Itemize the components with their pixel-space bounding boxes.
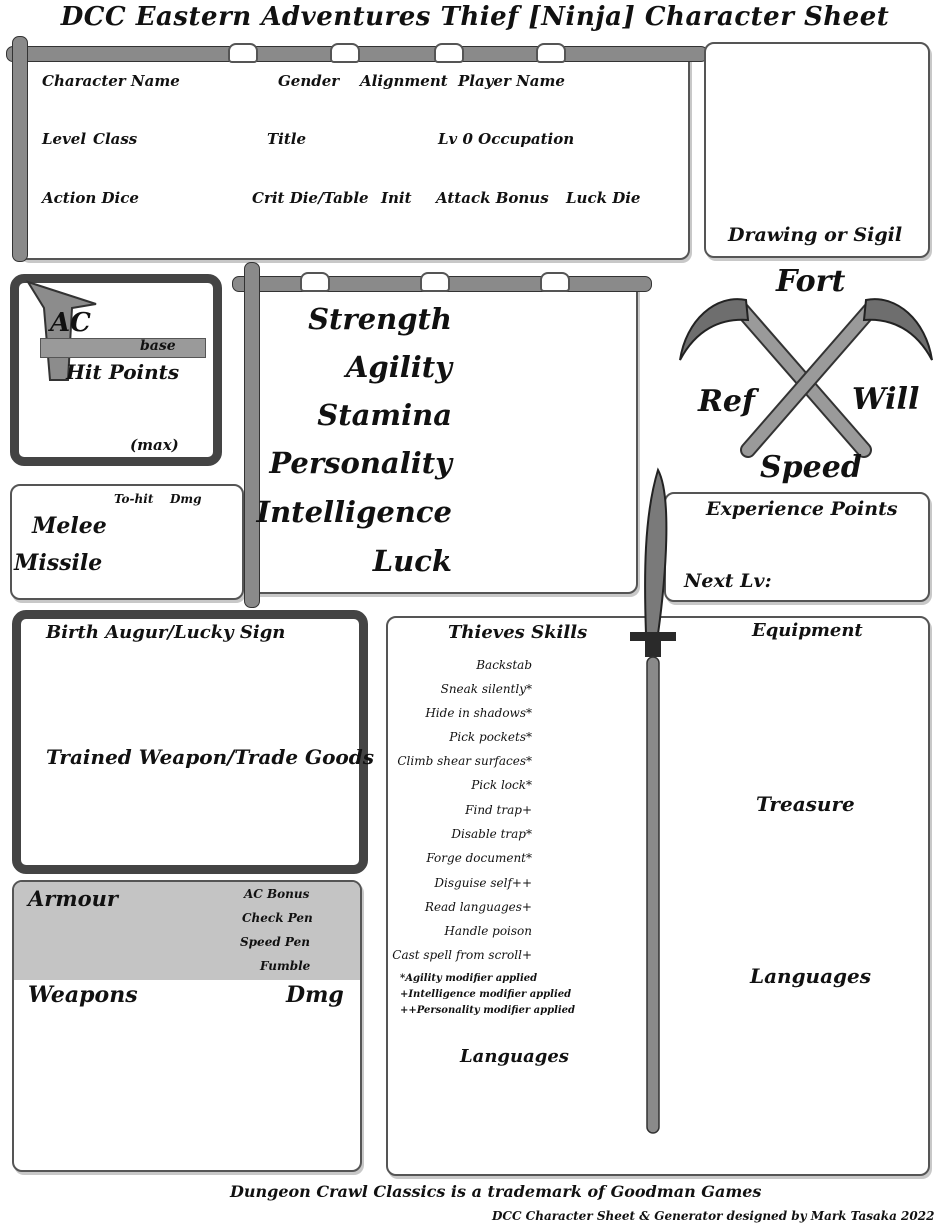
skill-climb: Climb shear surfaces* <box>397 754 532 768</box>
thieves-skills-list: Backstab Sneak silently* Hide in shadows… <box>392 658 532 988</box>
init-label: Init <box>381 189 412 207</box>
player-name-label: Player Name <box>458 72 565 90</box>
note-personality: ++Personality modifier applied <box>400 1005 576 1016</box>
skill-pick-pockets: Pick pockets* <box>449 730 532 744</box>
armour-label: Armour <box>28 886 118 911</box>
ac-label: AC <box>50 308 91 338</box>
next-level-label: Next Lv: <box>684 570 772 592</box>
panel-tab <box>434 43 464 63</box>
attack-panel <box>10 484 244 600</box>
abilities-panel <box>244 278 638 594</box>
speed-label: Speed <box>760 450 862 485</box>
languages-label: Languages <box>750 964 872 988</box>
fort-label: Fort <box>776 264 846 299</box>
equipment-label: Equipment <box>752 620 863 641</box>
skill-forge-document: Forge document* <box>426 851 532 865</box>
drawing-label: Drawing or Sigil <box>728 224 903 246</box>
ability-intelligence: Intelligence <box>256 495 452 529</box>
panel-tab <box>330 43 360 63</box>
panel-tab <box>536 43 566 63</box>
header-panel <box>18 48 690 260</box>
note-intelligence: +Intelligence modifier applied <box>400 989 572 1000</box>
weapons-dmg-label: Dmg <box>286 982 344 1008</box>
to-hit-label: To-hit <box>114 492 154 506</box>
abilities-list: Strength Agility Stamina Personality Int… <box>257 302 452 586</box>
will-label: Will <box>852 382 920 417</box>
crossed-kama-icon <box>679 298 933 458</box>
fumble-label: Fumble <box>260 959 311 973</box>
skill-pick-lock: Pick lock* <box>471 778 532 792</box>
base-label: base <box>140 338 176 354</box>
gender-label: Gender <box>278 72 340 90</box>
panel-tab <box>420 272 450 292</box>
dmg-label: Dmg <box>170 492 202 506</box>
skill-sneak-silently: Sneak silently* <box>440 682 532 696</box>
character-name-label: Character Name <box>42 72 180 90</box>
speed-pen-label: Speed Pen <box>240 935 310 949</box>
ability-stamina: Stamina <box>317 398 452 432</box>
page-title: DCC Eastern Adventures Thief [Ninja] Cha… <box>60 2 890 32</box>
header-pole-vertical <box>12 36 28 262</box>
panel-tab <box>300 272 330 292</box>
trained-weapon-label: Trained Weapon/Trade Goods <box>46 745 375 769</box>
ability-agility: Agility <box>345 350 452 384</box>
treasure-label: Treasure <box>756 792 855 816</box>
title-label: Title <box>267 130 307 148</box>
shield-icon <box>25 280 97 381</box>
base-band <box>40 338 206 358</box>
occupation-label: Lv 0 Occupation <box>438 130 575 148</box>
panel-tab <box>540 272 570 292</box>
level-label: Level <box>42 130 87 148</box>
ability-luck: Luck <box>372 544 452 578</box>
trademark-footer: Dungeon Crawl Classics is a trademark of… <box>230 1182 762 1201</box>
action-dice-label: Action Dice <box>42 189 139 207</box>
skill-find-trap: Find trap+ <box>465 803 532 817</box>
naginata-icon <box>630 467 676 1134</box>
ref-label: Ref <box>698 384 755 419</box>
alignment-label: Alignment <box>360 72 448 90</box>
thieves-skills-heading: Thieves Skills <box>448 622 588 643</box>
crit-label: Crit Die/Table <box>252 189 369 207</box>
skill-handle-poison: Handle poison <box>444 924 532 938</box>
drawing-panel <box>704 42 930 258</box>
attack-bonus-label: Attack Bonus <box>436 189 549 207</box>
note-agility: *Agility modifier applied <box>400 973 538 984</box>
skill-hide-in-shadows: Hide in shadows* <box>425 706 532 720</box>
luck-die-label: Luck Die <box>566 189 641 207</box>
birth-augur-label: Birth Augur/Lucky Sign <box>46 622 286 643</box>
abilities-pole-vertical <box>244 262 260 608</box>
weapons-label: Weapons <box>28 982 138 1008</box>
melee-label: Melee <box>32 513 107 539</box>
skill-disable-trap: Disable trap* <box>451 827 532 841</box>
ability-strength: Strength <box>308 302 452 336</box>
ac-bonus-label: AC Bonus <box>244 887 310 901</box>
skill-read-languages: Read languages+ <box>424 900 532 914</box>
skill-cast-spell-scroll: Cast spell from scroll+ <box>392 948 532 962</box>
class-label: Class <box>93 130 138 148</box>
missile-label: Missile <box>14 550 103 576</box>
hit-points-label: Hit Points <box>66 360 180 384</box>
armour-shaded-area <box>14 882 360 980</box>
check-pen-label: Check Pen <box>242 911 313 925</box>
credit-footer: DCC Character Sheet & Generator designed… <box>492 1209 935 1223</box>
skill-backstab: Backstab <box>476 658 532 672</box>
ability-personality: Personality <box>269 446 452 480</box>
max-label: (max) <box>130 436 179 454</box>
skill-disguise-self: Disguise self++ <box>434 876 532 890</box>
experience-label: Experience Points <box>706 498 898 520</box>
thief-languages-label: Languages <box>460 1046 569 1067</box>
birth-panel <box>12 610 368 874</box>
panel-tab <box>228 43 258 63</box>
